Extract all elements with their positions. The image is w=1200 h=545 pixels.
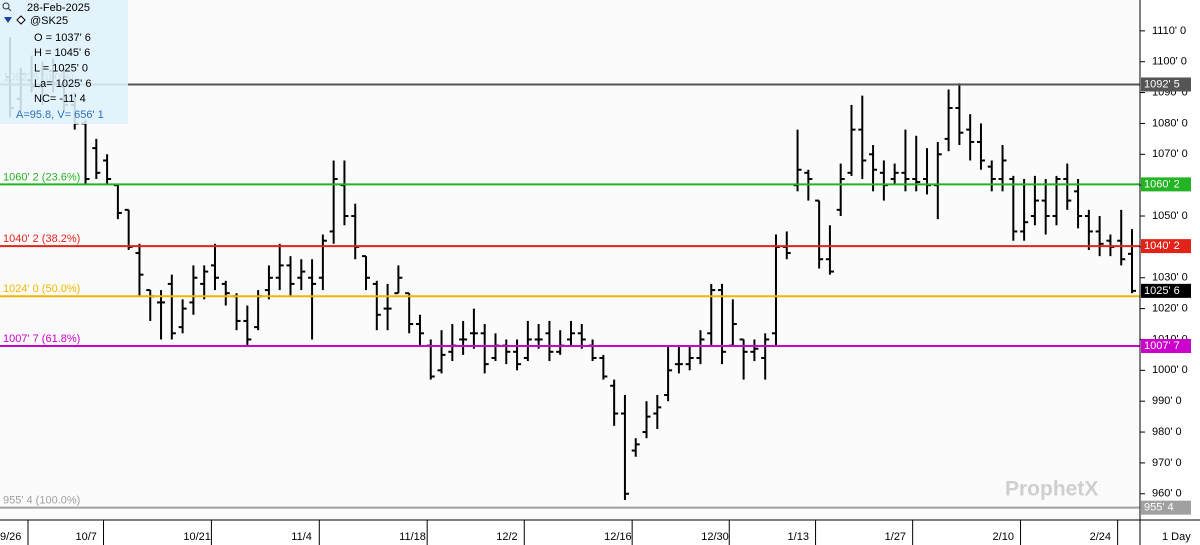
watermark: ProphetX — [1005, 478, 1098, 501]
x-tick-label: 11/18 — [399, 531, 426, 543]
level-price-label: 955' 4 — [1144, 502, 1174, 514]
x-tick-label: 10/7 — [76, 531, 97, 543]
x-tick-label: 2/10 — [993, 531, 1014, 543]
level-price-label: 1007' 7 — [1144, 340, 1180, 352]
info-line: La= 1025' 6 — [34, 78, 91, 90]
info-line: O = 1037' 6 — [34, 32, 91, 44]
y-tick-label: 960' 0 — [1152, 488, 1182, 500]
level-fib-label: 955' 4 (100.0%) — [3, 495, 80, 507]
plot-area — [0, 0, 1140, 520]
level-price-label: 1092' 5 — [1144, 78, 1180, 90]
level-fib-label: 1060' 2 (23.6%) — [3, 171, 80, 183]
x-tick-label: 12/2 — [496, 531, 517, 543]
y-tick-label: 980' 0 — [1152, 426, 1182, 438]
y-tick-label: 970' 0 — [1152, 457, 1182, 469]
last-price-box — [1141, 283, 1191, 298]
level-fib-label: 1007' 7 (61.8%) — [3, 333, 80, 345]
info-date: 28-Feb-2025 — [27, 2, 90, 14]
y-tick-label: 1100' 0 — [1152, 56, 1187, 68]
x-tick-label: 10/21 — [183, 531, 211, 543]
period-label: 1 Day — [1162, 531, 1191, 543]
y-tick-label: 1070' 0 — [1152, 148, 1188, 160]
info-footer: A=95.8, V= 656' 1 — [16, 109, 104, 121]
level-price-label: 1040' 2 — [1144, 240, 1180, 252]
x-tick-label: 1/13 — [788, 531, 809, 543]
level-price-label: 1060' 2 — [1144, 178, 1180, 190]
y-tick-label: 1020' 0 — [1152, 303, 1188, 315]
level-price-box — [1141, 339, 1191, 354]
level-price-box — [1141, 77, 1191, 92]
y-tick-label: 1110' 0 — [1152, 25, 1186, 37]
diamond-icon — [16, 15, 26, 25]
x-tick-label: 2/24 — [1090, 531, 1111, 543]
triangle-icon — [4, 17, 12, 23]
x-tick-label: 9/26 — [0, 531, 21, 543]
x-tick-label: 12/16 — [604, 531, 632, 543]
info-line: H = 1045' 6 — [34, 47, 90, 59]
y-tick-label: 990' 0 — [1152, 395, 1182, 407]
info-line: L = 1025' 0 — [34, 63, 88, 75]
y-tick-label: 1000' 0 — [1152, 364, 1188, 376]
last-price-label: 1025' 6 — [1144, 285, 1180, 297]
y-tick-label: 1030' 0 — [1152, 272, 1188, 284]
level-price-box — [1141, 239, 1191, 254]
y-tick-label: 1080' 0 — [1152, 117, 1188, 129]
x-tick-label: 11/4 — [291, 531, 312, 543]
y-tick-label: 1050' 0 — [1152, 210, 1188, 222]
info-panel: 28-Feb-2025 @SK25 A=95.8, V= 656' 1 O = … — [0, 0, 128, 124]
level-fib-label: 1040' 2 (38.2%) — [3, 233, 80, 245]
zoom-icon — [7, 7, 12, 12]
level-price-box — [1141, 500, 1191, 515]
level-fib-label: 1024' 0 (50.0%) — [3, 283, 80, 295]
x-tick-label: 1/27 — [885, 531, 906, 543]
zoom-icon — [2, 2, 10, 10]
level-price-box — [1141, 177, 1191, 192]
info-line: NC= -11' 4 — [34, 93, 86, 105]
x-tick-label: 12/30 — [701, 531, 729, 543]
info-symbol: @SK25 — [30, 15, 68, 27]
